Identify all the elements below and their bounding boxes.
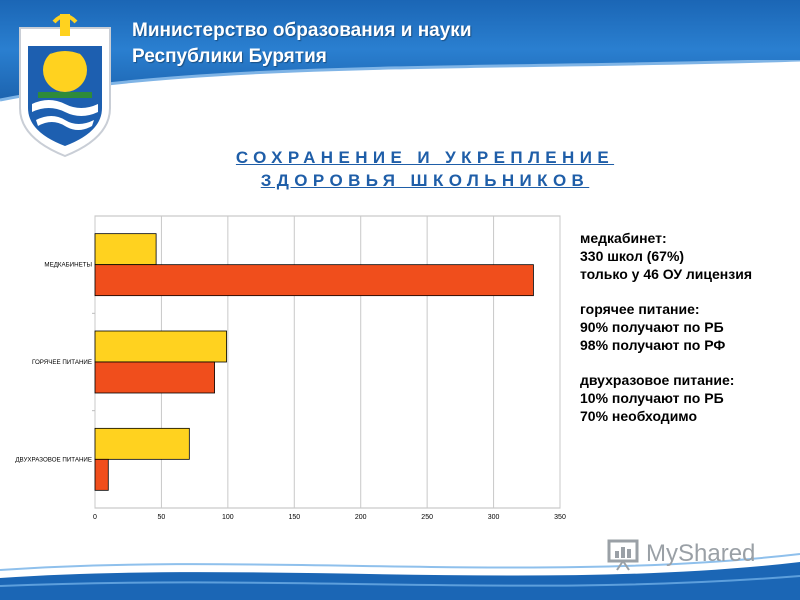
note-line: двухразовое питание: <box>580 372 735 388</box>
footer-wave <box>0 553 800 600</box>
note-line: 70% необходимо <box>580 408 698 424</box>
note-line: медкабинет: <box>580 230 667 246</box>
x-tick-label: 0 <box>93 514 97 521</box>
coat-of-arms-emblem <box>19 14 111 158</box>
note-two-meals: двухразовое питание: 10% получают по РБ … <box>580 371 795 425</box>
x-tick-label: 300 <box>488 514 500 521</box>
note-line: горячее питание: <box>580 301 700 317</box>
x-tick-label: 50 <box>158 514 166 521</box>
note-medical-office: медкабинет: 330 школ (67%) только у 46 О… <box>580 229 795 283</box>
y-category-label: МЕДКАБИНЕТЫ <box>44 262 92 269</box>
x-tick-label: 350 <box>554 514 566 521</box>
header-swoosh <box>0 60 800 140</box>
ministry-title: Министерство образования и науки Республ… <box>132 18 472 70</box>
x-tick-label: 250 <box>421 514 433 521</box>
note-line: 330 школ (67%) <box>580 248 685 264</box>
y-category-label: ДВУХРАЗОВОЕ ПИТАНИЕ <box>15 456 92 463</box>
x-tick-label: 200 <box>355 514 367 521</box>
x-tick-label: 150 <box>288 514 300 521</box>
slide-title: СОХРАНЕНИЕ И УКРЕПЛЕНИЕ ЗДОРОВЬЯ ШКОЛЬНИ… <box>150 146 700 192</box>
bar <box>94 361 215 394</box>
bar <box>94 330 227 363</box>
ministry-title-line1: Министерство образования и науки <box>132 20 472 41</box>
slide-title-line2: ЗДОРОВЬЯ ШКОЛЬНИКОВ <box>260 171 590 190</box>
note-line: только у 46 ОУ лицензия <box>580 266 752 282</box>
bar <box>94 458 109 491</box>
header-banner: Министерство образования и науки Республ… <box>0 0 800 140</box>
note-line: 90% получают по РБ <box>580 319 724 335</box>
bar <box>94 264 534 297</box>
x-tick-label: 100 <box>222 514 234 521</box>
note-line: 10% получают по РБ <box>580 390 724 406</box>
bar <box>94 427 190 460</box>
bar-chart: 0 50 100 150 200 250 300 350 МЕДКАБИНЕТЫ ГОРЯЧЕЕ … <box>15 215 566 521</box>
ministry-title-line2: Республики Бурятия <box>132 46 327 67</box>
notes-panel: медкабинет: 330 школ (67%) только у 46 О… <box>580 229 795 442</box>
watermark: MyShared <box>606 538 771 572</box>
slide-title-line1: СОХРАНЕНИЕ И УКРЕПЛЕНИЕ <box>235 148 615 167</box>
note-hot-meals: горячее питание: 90% получают по РБ 98% … <box>580 300 795 354</box>
y-category-label: ГОРЯЧЕЕ ПИТАНИЕ <box>32 359 92 366</box>
note-line: 98% получают по РФ <box>580 337 726 353</box>
bar <box>94 233 157 266</box>
presentation-board-icon <box>607 539 639 571</box>
watermark-text: MyShared <box>646 540 756 567</box>
